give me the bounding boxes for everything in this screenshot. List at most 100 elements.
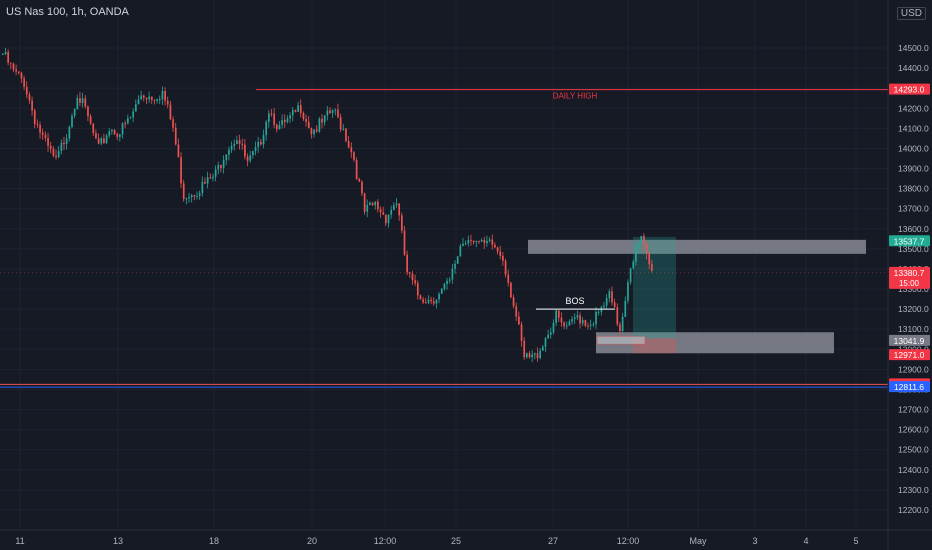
candle-body: [326, 110, 329, 116]
x-tick-label: 13: [113, 536, 123, 546]
candle-body: [182, 183, 185, 199]
candle-body: [395, 203, 398, 206]
candle-body: [323, 115, 326, 123]
candle-body: [456, 256, 459, 264]
candle-body: [448, 279, 451, 281]
candle-body: [254, 147, 257, 151]
currency-badge[interactable]: USD: [896, 7, 926, 20]
candle-body: [483, 240, 486, 244]
candle-body: [222, 160, 225, 168]
candle-body: [571, 319, 573, 322]
candle-body: [358, 178, 361, 182]
candle-body: [201, 181, 204, 194]
price-tag-label: 14293.0: [894, 85, 925, 95]
price-tag-label: 13380.7: [894, 268, 925, 278]
candle-body: [414, 280, 416, 284]
candle-body: [507, 274, 510, 283]
candle-body: [57, 151, 60, 158]
candle-body: [164, 90, 166, 101]
candle-body: [31, 100, 33, 111]
candle-body: [427, 299, 430, 303]
candle-body: [398, 203, 401, 216]
candle-body: [196, 195, 198, 197]
candle-body: [424, 302, 427, 304]
candle-body: [63, 142, 65, 144]
candle-body: [161, 90, 164, 99]
candle-body: [491, 239, 494, 245]
candle-body: [565, 325, 568, 327]
candle-body: [406, 254, 409, 273]
candle-body: [214, 169, 217, 177]
candle-body: [589, 324, 592, 326]
candle-body: [49, 145, 52, 149]
candle-body: [443, 283, 446, 289]
price-tag: [889, 83, 930, 95]
y-tick-label: 13800.0: [898, 184, 929, 194]
candle-body: [438, 293, 440, 300]
candle-body: [217, 164, 220, 170]
candle-body: [480, 240, 483, 242]
candle-body: [576, 315, 579, 318]
candle-body: [241, 143, 244, 145]
candle-body: [627, 282, 629, 301]
candle-body: [552, 322, 555, 333]
candle-body: [228, 149, 230, 155]
candle-body: [116, 134, 119, 137]
y-tick-label: 14000.0: [898, 143, 929, 153]
demand-zone: [596, 332, 834, 354]
candle-body: [268, 113, 270, 122]
candle-body: [560, 317, 563, 323]
x-tick-label: 12:00: [374, 536, 397, 546]
y-tick-label: 12900.0: [898, 364, 929, 374]
candle-body: [475, 241, 478, 243]
candle-body: [363, 193, 366, 212]
candle-body: [71, 115, 73, 128]
candle-body: [291, 110, 294, 116]
candle-body: [153, 99, 156, 101]
candle-body: [339, 117, 342, 130]
candle-body: [95, 132, 97, 139]
candle-body: [156, 99, 158, 101]
candle-body: [416, 283, 419, 296]
y-tick-label: 14100.0: [898, 123, 929, 133]
y-tick-label: 13100.0: [898, 324, 929, 334]
bos-label: BOS: [565, 296, 584, 306]
candle-body: [230, 146, 233, 150]
candle-body: [374, 201, 377, 206]
candle-body: [121, 123, 124, 135]
candle-body: [632, 261, 635, 269]
candle-body: [7, 52, 10, 63]
candle-body: [494, 244, 496, 248]
candle-body: [47, 137, 49, 146]
candle-body: [273, 113, 276, 125]
candle-body: [579, 315, 581, 324]
daily-high-label: DAILY HIGH: [553, 92, 598, 101]
candle-body: [379, 209, 382, 213]
y-tick-label: 14500.0: [898, 43, 929, 53]
candle-body: [608, 291, 611, 299]
candle-body: [518, 316, 520, 325]
candle-body: [105, 135, 108, 144]
candle-body: [621, 316, 624, 332]
candle-body: [174, 127, 177, 145]
x-tick-label: 18: [209, 536, 219, 546]
candle-body: [446, 280, 448, 284]
candle-body: [249, 155, 252, 161]
candle-body: [648, 253, 651, 265]
candle-body: [206, 177, 209, 184]
candle-body: [166, 100, 169, 105]
symbol-title[interactable]: US Nas 100, 1h, OANDA: [6, 6, 129, 18]
candle-body: [408, 272, 411, 274]
candle-body: [270, 113, 273, 115]
candle-body: [233, 143, 236, 147]
candle-body: [512, 297, 515, 307]
candle-body: [515, 306, 518, 317]
candle-body: [52, 148, 55, 156]
candle-body: [331, 110, 334, 114]
candle-body: [265, 121, 268, 135]
candle-body: [592, 324, 595, 326]
price-tag-label: 13041.9: [894, 336, 925, 346]
price-tag: [889, 349, 930, 361]
entry-marker: [596, 335, 646, 345]
